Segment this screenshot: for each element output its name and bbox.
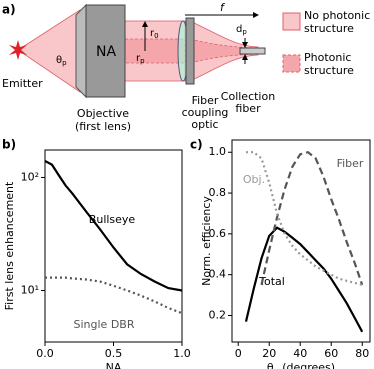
f-label: f — [220, 1, 226, 14]
r-sub: 0 — [154, 32, 158, 40]
legend-swatch — [282, 54, 301, 73]
r0-label: r0 — [150, 28, 159, 40]
photonic-beam — [124, 38, 186, 64]
dp-label: dp — [236, 24, 247, 36]
objective-front — [75, 3, 87, 99]
objective-label: Objective — [77, 107, 129, 120]
objective-label: (first lens) — [75, 120, 131, 133]
y-tick-label: 1.0 — [209, 145, 227, 158]
x-tick-label: 1.0 — [173, 347, 191, 360]
d: d — [236, 24, 242, 35]
x-label-main: θ — [267, 361, 274, 369]
panel-label: b) — [2, 138, 16, 152]
x-tick-label: 0.0 — [36, 347, 54, 360]
coupling-label: optic — [191, 118, 218, 131]
coupling-label: Fiber — [192, 94, 219, 107]
focus-photonic — [189, 38, 259, 64]
r: r — [150, 28, 155, 39]
series-line — [260, 150, 364, 286]
lens-label: NA — [96, 44, 116, 60]
rp-label: rp — [136, 53, 145, 65]
fiber-core — [239, 47, 266, 55]
y-tick-label: 10¹ — [21, 283, 39, 296]
series-line — [244, 226, 364, 333]
objective — [85, 4, 126, 98]
coupling-label: coupling — [182, 106, 229, 119]
diagram: a) b) c) Emitter NA Objective (first len… — [2, 1, 370, 152]
emitter-star — [9, 40, 27, 60]
series-label: Obj. — [243, 173, 265, 186]
y-axis-label: First lens enhancement — [3, 181, 16, 310]
x-tick-label: 60 — [324, 347, 338, 360]
y-tick-label: 0.8 — [209, 186, 227, 199]
series-line — [246, 151, 363, 286]
series-line — [44, 160, 183, 292]
y-tick-label: 10² — [21, 170, 39, 183]
theta-sub: p — [62, 59, 67, 67]
legend-swatch — [282, 12, 301, 31]
d-sub: p — [242, 28, 247, 36]
series-label: Single DBR — [74, 318, 135, 331]
x-tick-label: 40 — [293, 347, 307, 360]
legend-label: structure — [304, 22, 354, 35]
r: r — [136, 53, 141, 64]
theta-label: θp — [56, 55, 67, 67]
panel-label: c) — [190, 138, 203, 152]
x-axis-label: NA — [106, 361, 122, 369]
y-axis-label: Norm. efficiency — [200, 196, 213, 286]
y-tick-label: 0.2 — [209, 308, 227, 321]
legend-label: Photonic — [304, 51, 351, 64]
legend-label: No photonic — [304, 9, 370, 22]
x-axis-label: θp (degrees) — [267, 361, 335, 369]
theta: θ — [56, 55, 62, 66]
fiber-label: fiber — [235, 102, 261, 115]
y-tick-label: 0.6 — [209, 227, 227, 240]
series-label: Total — [258, 275, 285, 288]
r-sub: p — [140, 57, 145, 65]
x-tick-label: 0 — [235, 347, 242, 360]
x-label-sub: p — [274, 367, 279, 369]
series-label: Bullseye — [89, 213, 136, 226]
x-tick-label: 20 — [262, 347, 276, 360]
coupling-mount — [185, 17, 195, 85]
x-tick-label: 0.5 — [105, 347, 123, 360]
fiber-label: Collection — [221, 90, 275, 103]
emitter-label: Emitter — [2, 77, 43, 90]
x-tick-label: 80 — [355, 347, 369, 360]
series-line — [45, 276, 183, 315]
y-tick-label: 0.4 — [209, 268, 227, 281]
legend-label: structure — [304, 64, 354, 77]
panel-label: a) — [2, 3, 16, 17]
series-label: Fiber — [337, 157, 364, 170]
plot-frame — [231, 139, 371, 343]
x-label-rest: (degrees) — [279, 361, 335, 369]
